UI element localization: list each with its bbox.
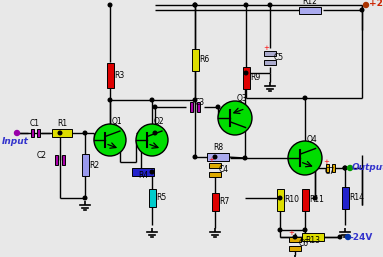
- Circle shape: [343, 166, 347, 170]
- Circle shape: [243, 156, 247, 160]
- Circle shape: [360, 8, 364, 12]
- Bar: [132, 168, 154, 176]
- Text: +: +: [208, 157, 214, 163]
- Text: Q2: Q2: [154, 117, 165, 126]
- Circle shape: [193, 3, 197, 7]
- Circle shape: [193, 155, 197, 159]
- Bar: [62, 155, 65, 165]
- Bar: [211, 193, 218, 211]
- Text: R2: R2: [89, 161, 99, 170]
- Text: C2: C2: [37, 151, 47, 160]
- Circle shape: [218, 101, 252, 135]
- Text: Q4: Q4: [307, 135, 318, 144]
- Text: R10: R10: [284, 196, 299, 205]
- Bar: [326, 164, 329, 172]
- Circle shape: [268, 3, 272, 7]
- Text: +: +: [323, 159, 329, 165]
- Bar: [192, 49, 198, 71]
- Text: +: +: [263, 45, 269, 51]
- Text: -24V: -24V: [350, 233, 373, 242]
- Circle shape: [153, 131, 157, 135]
- Bar: [302, 233, 324, 241]
- Circle shape: [345, 234, 350, 240]
- Text: R5: R5: [156, 194, 166, 203]
- Bar: [31, 129, 33, 137]
- Text: R8: R8: [213, 143, 223, 152]
- Bar: [301, 189, 308, 211]
- Circle shape: [213, 155, 217, 159]
- Bar: [207, 153, 229, 161]
- Circle shape: [303, 228, 307, 232]
- Circle shape: [83, 196, 87, 200]
- Circle shape: [347, 166, 352, 170]
- Circle shape: [303, 96, 307, 100]
- Circle shape: [108, 3, 112, 7]
- Text: R9: R9: [250, 74, 260, 82]
- Bar: [342, 187, 349, 209]
- Bar: [149, 189, 155, 207]
- Text: Output: Output: [352, 163, 383, 172]
- Circle shape: [153, 105, 157, 109]
- Text: +24V: +24V: [369, 0, 383, 8]
- Text: C6: C6: [299, 240, 309, 249]
- Bar: [190, 102, 193, 112]
- Circle shape: [244, 3, 248, 7]
- Circle shape: [288, 141, 322, 175]
- Text: R11: R11: [309, 196, 324, 205]
- Circle shape: [313, 196, 317, 200]
- Text: C3: C3: [195, 98, 205, 107]
- Text: +: +: [288, 230, 294, 236]
- Bar: [209, 163, 221, 168]
- Text: R6: R6: [199, 56, 209, 65]
- Text: R1: R1: [57, 120, 67, 128]
- Circle shape: [83, 131, 87, 135]
- Circle shape: [136, 124, 168, 156]
- Circle shape: [150, 98, 154, 102]
- Circle shape: [363, 3, 368, 7]
- Circle shape: [278, 196, 282, 200]
- Circle shape: [278, 228, 282, 232]
- Text: R4: R4: [138, 171, 148, 180]
- Bar: [264, 51, 276, 56]
- Circle shape: [193, 98, 197, 102]
- Text: C7: C7: [325, 167, 335, 176]
- Circle shape: [108, 98, 112, 102]
- Bar: [197, 102, 200, 112]
- Text: R14: R14: [349, 194, 364, 203]
- Bar: [277, 189, 283, 211]
- Bar: [82, 154, 88, 176]
- Text: R3: R3: [114, 70, 124, 79]
- Bar: [299, 6, 321, 14]
- Text: R12: R12: [303, 0, 318, 6]
- Text: R13: R13: [306, 236, 321, 245]
- Text: C4: C4: [219, 166, 229, 175]
- Text: C5: C5: [274, 53, 284, 62]
- Bar: [332, 164, 334, 172]
- Bar: [289, 246, 301, 251]
- Circle shape: [94, 124, 126, 156]
- Circle shape: [244, 71, 248, 75]
- Circle shape: [193, 3, 197, 7]
- Circle shape: [343, 166, 347, 170]
- Bar: [52, 129, 72, 137]
- Circle shape: [58, 131, 62, 135]
- Circle shape: [150, 170, 154, 174]
- Bar: [106, 62, 113, 87]
- Bar: [55, 155, 58, 165]
- Bar: [36, 129, 39, 137]
- Circle shape: [338, 235, 342, 239]
- Text: Q3: Q3: [237, 94, 248, 103]
- Circle shape: [216, 105, 220, 109]
- Bar: [242, 67, 249, 89]
- Text: Q1: Q1: [112, 117, 123, 126]
- Bar: [289, 237, 301, 242]
- Bar: [264, 60, 276, 65]
- Text: R7: R7: [219, 197, 229, 207]
- Circle shape: [15, 131, 20, 135]
- Bar: [209, 172, 221, 177]
- Text: C1: C1: [30, 120, 40, 128]
- Text: Input: Input: [2, 136, 29, 145]
- Circle shape: [293, 235, 297, 239]
